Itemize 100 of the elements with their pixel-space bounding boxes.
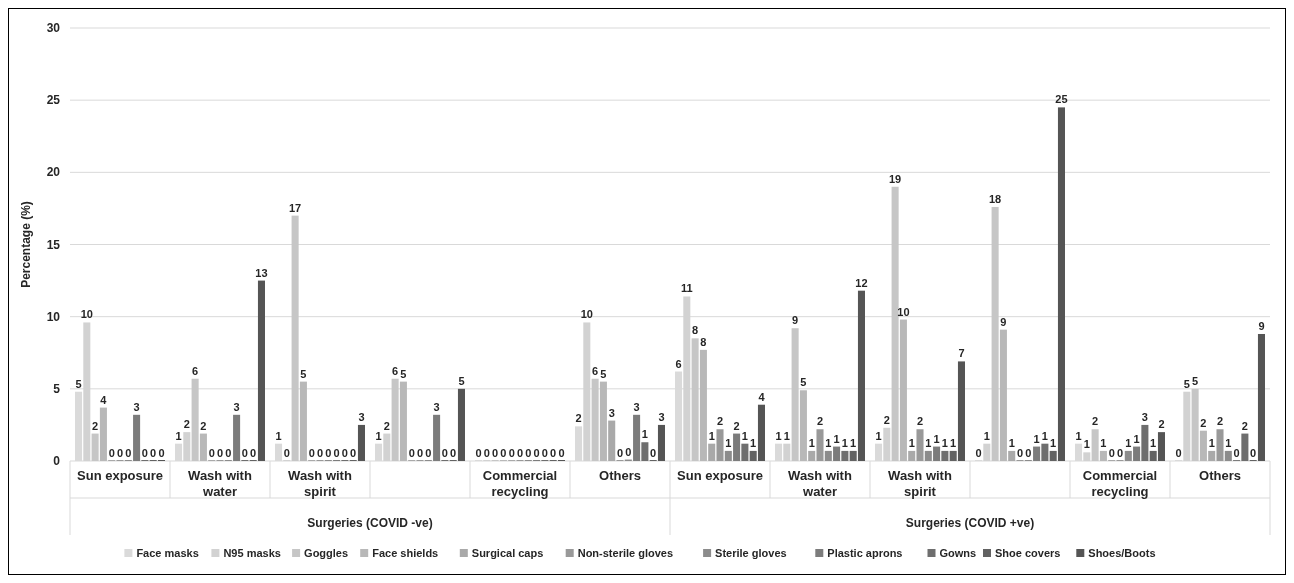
data-label: 2	[916, 415, 924, 428]
x-tick-label: Commercial recycling	[1082, 468, 1158, 499]
bar	[791, 328, 799, 461]
bar	[1041, 443, 1049, 461]
legend-label: Goggles	[304, 547, 349, 559]
x-tick-label: Others	[599, 468, 641, 483]
data-label: 10	[897, 305, 910, 318]
bar	[749, 450, 757, 461]
bar	[1049, 450, 1057, 461]
data-label: 10	[80, 308, 93, 321]
data-label: 19	[888, 172, 902, 185]
data-label: 1	[1100, 436, 1107, 449]
bar	[599, 381, 607, 461]
legend-label: Plastic aprons	[827, 547, 903, 559]
data-label: 5	[400, 367, 407, 380]
data-label: 6	[192, 364, 199, 377]
legend-label: Surgical caps	[471, 547, 544, 559]
bar	[833, 446, 841, 461]
data-label: 0	[425, 447, 432, 459]
data-label: 5	[1192, 374, 1199, 387]
data-label: 4	[100, 393, 108, 406]
data-label: 0	[408, 447, 415, 459]
data-label: 0	[516, 447, 524, 459]
data-label: 1	[841, 436, 848, 449]
data-label: 0	[350, 447, 357, 459]
bar	[1191, 388, 1199, 461]
data-label: 8	[692, 324, 699, 337]
data-label: 3	[633, 400, 640, 413]
data-label: 0	[450, 447, 457, 459]
data-label: 9	[792, 314, 799, 327]
bar	[641, 442, 649, 461]
bar	[957, 361, 965, 461]
data-label: 2	[816, 415, 824, 428]
data-label: 0	[650, 447, 657, 459]
data-label: 0	[1108, 447, 1115, 459]
data-label: 0	[492, 447, 499, 459]
bar	[608, 420, 616, 461]
bar	[1099, 450, 1107, 461]
bar	[816, 429, 824, 461]
bar	[691, 338, 699, 461]
bar	[841, 450, 849, 461]
x-tick-label: Commercial recycling	[482, 468, 558, 499]
data-label: 3	[358, 410, 365, 423]
bar	[908, 450, 916, 461]
data-label: 2	[575, 412, 582, 425]
x-tick-label: Wash with water	[188, 468, 252, 499]
data-label: 1	[1125, 436, 1132, 449]
data-label: 2	[716, 415, 724, 428]
data-label: 0	[475, 447, 482, 459]
bar	[1199, 430, 1207, 461]
data-label: 6	[675, 357, 682, 370]
y-tick-label: 30	[46, 21, 61, 35]
bar	[699, 349, 707, 461]
data-label: 0	[216, 447, 224, 459]
data-label: 1	[941, 436, 948, 449]
y-tick-label: 10	[46, 309, 61, 324]
bar	[849, 450, 857, 461]
data-label: 5	[75, 377, 82, 390]
data-label: 1	[950, 436, 957, 449]
data-label: 2	[1216, 415, 1224, 428]
data-label: 9	[1258, 319, 1265, 332]
bar	[1008, 450, 1016, 461]
data-label: 0	[525, 447, 532, 459]
bar	[824, 450, 832, 461]
data-label: 9	[1000, 315, 1007, 328]
x-tick-label: Wash with water	[788, 468, 852, 499]
data-label: 12	[855, 276, 868, 289]
bar	[1216, 429, 1224, 461]
data-label: 0	[1116, 447, 1124, 459]
bar	[724, 450, 732, 461]
bar	[1141, 424, 1149, 461]
data-label: 1	[275, 429, 282, 442]
data-label: 3	[608, 406, 615, 419]
data-label: 1	[1225, 436, 1232, 449]
bar	[1257, 333, 1265, 461]
data-label: 1	[925, 436, 932, 449]
legend-label: Face shields	[372, 547, 439, 559]
data-label: 1	[641, 428, 648, 441]
text: Surgeries (COVID +ve)	[905, 516, 1035, 530]
data-label: 0	[625, 445, 632, 458]
bar	[199, 433, 207, 461]
data-label: 3	[658, 410, 665, 423]
data-label: 1	[1041, 429, 1048, 442]
data-label: 0	[541, 447, 548, 459]
data-label: 0	[308, 447, 315, 459]
y-tick-label: 0	[53, 454, 61, 468]
data-label: 1	[708, 429, 715, 442]
bar	[299, 381, 307, 461]
data-label: 0	[325, 447, 332, 459]
bar	[1057, 107, 1065, 461]
bar	[1224, 450, 1232, 461]
bar	[899, 319, 907, 461]
data-label: 1	[741, 429, 748, 442]
data-label: 3	[1141, 410, 1148, 423]
data-label: 5	[458, 374, 465, 387]
data-label: 1	[750, 436, 757, 449]
y-tick-label: 15	[46, 237, 61, 252]
data-label: 0	[341, 447, 348, 459]
data-label: 1	[175, 429, 182, 442]
data-label: 1	[933, 432, 940, 445]
